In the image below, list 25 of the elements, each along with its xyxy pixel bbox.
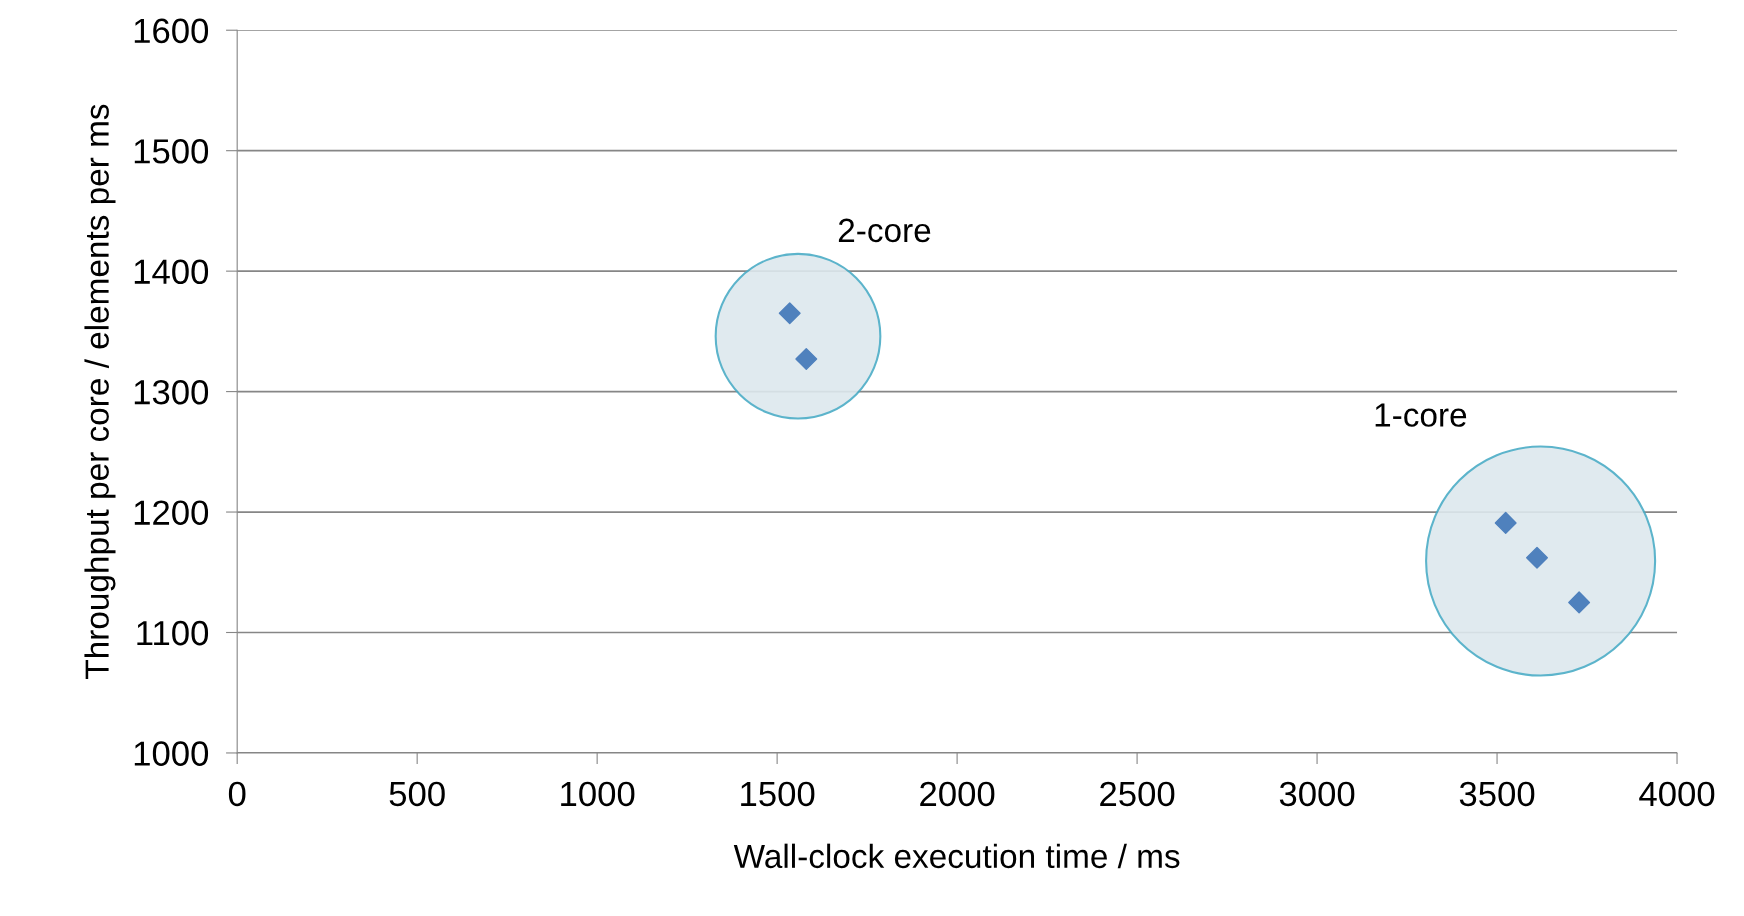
- x-tick-label: 1000: [561, 781, 635, 807]
- x-tick-label: 2500: [1100, 781, 1175, 807]
- point: [795, 348, 818, 371]
- y-tick-label: 1500: [134, 139, 209, 164]
- x-tick-label: 0: [228, 781, 246, 807]
- point: [1526, 546, 1548, 569]
- y-tick-label: 1400: [134, 259, 209, 285]
- point: [1568, 591, 1591, 614]
- annotation: 1-core: [1375, 403, 1467, 427]
- point: [1494, 511, 1517, 534]
- y-tick-label: 1000: [134, 741, 209, 766]
- x-tick-label: 500: [389, 781, 445, 807]
- annotation: 2-core: [838, 218, 931, 243]
- y-tick-label: 1600: [134, 18, 209, 44]
- x-tick-label: 1500: [741, 781, 815, 807]
- point: [778, 302, 801, 325]
- x-tick-label: 3000: [1279, 781, 1355, 807]
- x-tick-label: 3500: [1459, 781, 1535, 807]
- y-tick-label: 1300: [134, 379, 209, 405]
- y-tick-label: 1100: [137, 620, 209, 646]
- x-tick-label: 2000: [920, 781, 995, 807]
- y-tick-label: 1200: [134, 500, 209, 525]
- y-axis-title: Throughput per core / elements per ms: [84, 104, 116, 679]
- x-tick-label: 4000: [1639, 781, 1715, 807]
- x-axis-title: Wall-clock execution time / ms: [733, 843, 1180, 869]
